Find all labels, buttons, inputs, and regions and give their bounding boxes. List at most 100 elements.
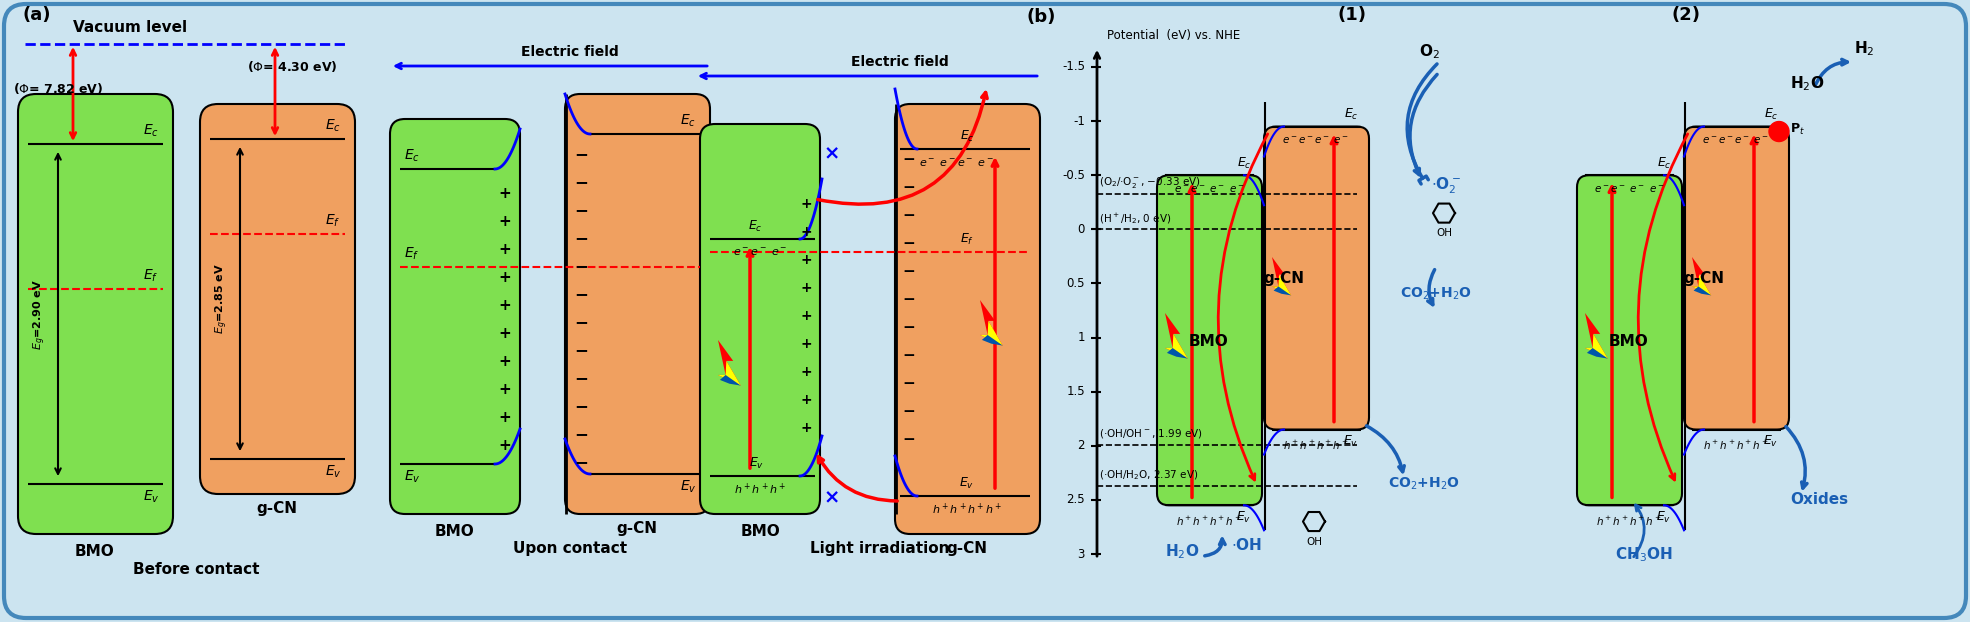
Text: 0.5: 0.5 [1066, 277, 1085, 290]
Text: Electric field: Electric field [851, 55, 950, 69]
Polygon shape [1164, 313, 1188, 359]
Text: −: − [573, 453, 587, 471]
Text: $E_v$: $E_v$ [1237, 510, 1251, 525]
Text: (2): (2) [1671, 6, 1700, 24]
Text: −: − [573, 397, 587, 415]
Text: ($\Phi$= 7.82 eV): ($\Phi$= 7.82 eV) [14, 81, 102, 96]
Text: $E_c$: $E_c$ [404, 148, 420, 164]
Text: −: − [573, 341, 587, 359]
Text: $E_v$: $E_v$ [1344, 434, 1359, 449]
Text: +: + [498, 243, 512, 258]
Text: BMO: BMO [435, 524, 475, 539]
Text: Potential  (eV) vs. NHE: Potential (eV) vs. NHE [1107, 29, 1241, 42]
Text: g-CN: g-CN [1263, 271, 1304, 287]
Polygon shape [1692, 257, 1712, 295]
Text: BMO: BMO [75, 544, 114, 560]
Polygon shape [1164, 334, 1188, 359]
Text: OH: OH [1436, 228, 1452, 238]
Text: 0: 0 [1078, 223, 1085, 236]
Text: −: − [902, 264, 916, 279]
Text: H$_2$: H$_2$ [1854, 39, 1873, 57]
Text: $E_f$: $E_f$ [959, 231, 973, 246]
Polygon shape [719, 375, 741, 386]
Text: +: + [800, 365, 812, 379]
Text: g-CN: g-CN [617, 521, 658, 537]
Text: $E_c$: $E_c$ [1763, 107, 1779, 122]
Text: ×: × [823, 488, 839, 508]
Polygon shape [717, 361, 741, 386]
Text: +: + [800, 421, 812, 435]
Text: $E_v$: $E_v$ [749, 455, 764, 471]
Text: +: + [498, 355, 512, 369]
Text: $E_c$: $E_c$ [325, 118, 341, 134]
Text: $E_f$: $E_f$ [404, 246, 420, 262]
FancyBboxPatch shape [699, 124, 820, 514]
Text: $\cdot$O$_2^-$: $\cdot$O$_2^-$ [1430, 176, 1462, 197]
Text: (H$^+$/H$_2$, 0 eV): (H$^+$/H$_2$, 0 eV) [1099, 211, 1172, 226]
Text: O$_2$: O$_2$ [1418, 43, 1440, 62]
Text: (b): (b) [1026, 8, 1056, 26]
Text: $e^-e^-e^-\ e^-$: $e^-e^-e^-\ e^-$ [1702, 135, 1769, 146]
Text: 3: 3 [1078, 547, 1085, 560]
Text: −: − [902, 180, 916, 195]
FancyBboxPatch shape [390, 119, 520, 514]
Text: (a): (a) [22, 6, 51, 24]
Text: $E_c$: $E_c$ [144, 123, 160, 139]
Text: $h^+h^+h^+h^+$: $h^+h^+h^+h^+$ [932, 501, 1003, 517]
Text: 1.5: 1.5 [1066, 385, 1085, 398]
Text: ($\Phi$= 4.30 eV): ($\Phi$= 4.30 eV) [246, 58, 337, 73]
Text: +: + [498, 411, 512, 425]
Text: $E_v$: $E_v$ [680, 479, 695, 495]
Text: $E_v$: $E_v$ [1657, 510, 1673, 525]
Text: −: − [902, 152, 916, 167]
Polygon shape [979, 300, 1003, 346]
Text: (O$_2$/·O$_2^-$, $-$0.33 eV): (O$_2$/·O$_2^-$, $-$0.33 eV) [1099, 175, 1200, 190]
Polygon shape [1588, 348, 1608, 359]
Text: −: − [573, 145, 587, 163]
Text: CO$_2$+H$_2$O: CO$_2$+H$_2$O [1401, 286, 1472, 302]
Text: $h^+h^+h^+$: $h^+h^+h^+$ [735, 481, 786, 496]
Text: $E_c$: $E_c$ [680, 113, 695, 129]
Text: +: + [498, 439, 512, 453]
Text: +: + [498, 187, 512, 202]
Text: $h^+h^+h^+h^+$: $h^+h^+h^+h^+$ [1176, 515, 1241, 528]
Text: $e^-e^-\ e^-\ e^-$: $e^-e^-\ e^-\ e^-$ [1594, 183, 1665, 195]
Text: +: + [800, 393, 812, 407]
Text: +: + [800, 197, 812, 211]
Text: 2: 2 [1078, 439, 1085, 452]
Text: ×: × [823, 144, 839, 164]
Text: $e^-e^-e^-\ e^-$: $e^-e^-e^-\ e^-$ [1282, 135, 1349, 146]
FancyBboxPatch shape [565, 94, 709, 514]
Text: (1): (1) [1338, 6, 1367, 24]
Text: g-CN: g-CN [946, 542, 987, 557]
Text: $E_c$: $E_c$ [959, 129, 975, 144]
Text: +: + [498, 271, 512, 285]
FancyBboxPatch shape [894, 104, 1040, 534]
Text: $E_c$: $E_c$ [1237, 156, 1251, 171]
Text: H$_2$O: H$_2$O [1164, 542, 1200, 561]
Text: $e^-e^-\ e^-$: $e^-e^-\ e^-$ [733, 246, 788, 258]
FancyBboxPatch shape [1684, 126, 1789, 430]
Text: −: − [902, 432, 916, 447]
Text: Light irradiation: Light irradiation [810, 542, 950, 557]
FancyBboxPatch shape [1265, 126, 1369, 430]
Text: H$_2$O: H$_2$O [1791, 74, 1824, 93]
Text: +: + [498, 383, 512, 397]
Text: +: + [800, 225, 812, 239]
Text: $h^+h^+h^+h^+$: $h^+h^+h^+h^+$ [1596, 515, 1663, 528]
Text: $E_f$: $E_f$ [144, 268, 160, 284]
Polygon shape [1586, 313, 1608, 359]
Polygon shape [981, 335, 1003, 346]
Text: -1: -1 [1074, 114, 1085, 128]
Text: −: − [902, 404, 916, 419]
Text: Before contact: Before contact [132, 562, 260, 577]
Text: +: + [800, 337, 812, 351]
Text: (·OH/OH$^-$, 1.99 eV): (·OH/OH$^-$, 1.99 eV) [1099, 427, 1202, 440]
Text: −: − [573, 201, 587, 219]
Polygon shape [717, 340, 741, 386]
Text: OH: OH [1306, 537, 1322, 547]
FancyBboxPatch shape [18, 94, 173, 534]
Text: BMO: BMO [741, 524, 780, 539]
Polygon shape [1273, 274, 1290, 295]
Text: (·OH/H$_2$O, 2.37 eV): (·OH/H$_2$O, 2.37 eV) [1099, 468, 1198, 481]
